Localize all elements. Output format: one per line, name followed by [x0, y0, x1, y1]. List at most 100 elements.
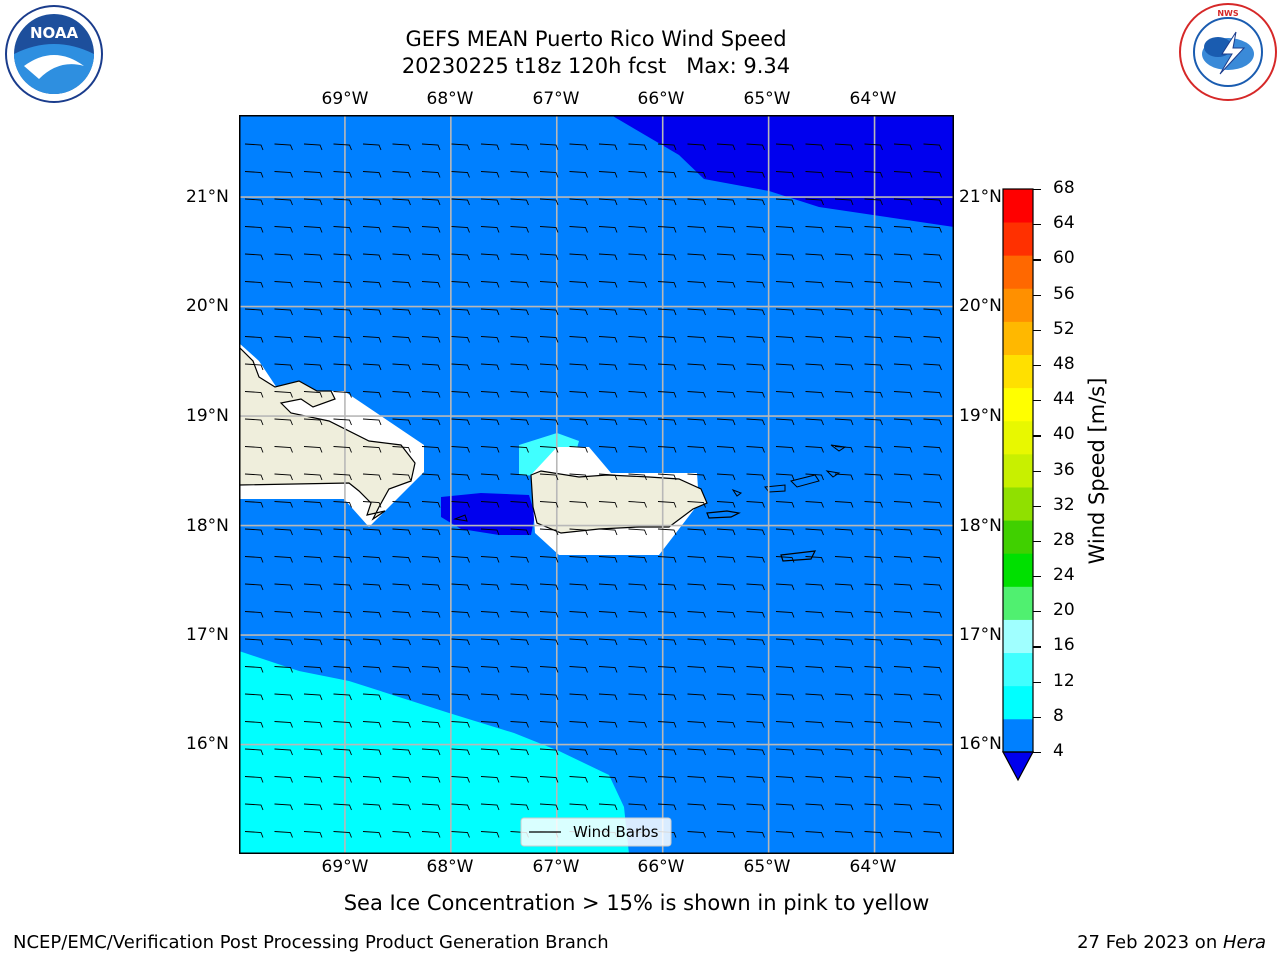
wind-barb — [303, 336, 323, 343]
lon-label-top-67: 67°W — [532, 89, 580, 109]
wind-barb — [834, 308, 854, 316]
wind-barb — [510, 336, 529, 343]
wind-barb — [598, 143, 618, 151]
wind-barb — [716, 171, 736, 178]
wind-barb — [864, 748, 883, 756]
wind-barb — [333, 226, 352, 233]
wind-barb — [274, 611, 293, 618]
wind-barb — [716, 446, 736, 453]
wind-barb — [392, 638, 411, 646]
wind-barb — [716, 611, 736, 618]
wind-barb — [480, 693, 500, 701]
wind-barb — [333, 721, 352, 728]
wind-barb — [864, 583, 883, 591]
wind-barb — [392, 803, 411, 811]
wind-barb — [893, 473, 913, 481]
land-hispaniola — [239, 346, 416, 521]
wind-barb — [716, 501, 736, 508]
wind-barb — [392, 281, 411, 288]
wind-barb — [333, 473, 352, 481]
wind-barb — [687, 721, 706, 728]
wind-barb — [805, 776, 824, 783]
wind-barb — [333, 528, 352, 536]
wind-barb — [510, 418, 529, 426]
wind-barb — [539, 583, 559, 591]
wind-barb — [893, 363, 913, 371]
wind-barb — [274, 391, 293, 398]
wind-barb — [362, 831, 382, 838]
wind-barb — [421, 446, 441, 453]
wind-barb — [480, 583, 500, 591]
wind-barb — [716, 748, 736, 756]
wind-barb — [923, 611, 942, 618]
wind-barb — [303, 473, 323, 481]
wind-barb — [746, 281, 765, 288]
wind-barb — [746, 776, 765, 783]
wind-barb — [893, 446, 913, 453]
wind-barb — [333, 666, 352, 673]
wind-barb — [893, 803, 913, 811]
wind-barb — [864, 418, 883, 426]
wind-barb — [392, 501, 411, 508]
wind-barb — [923, 831, 942, 838]
colorbar-tick-mark — [1033, 435, 1041, 437]
wind-barb — [746, 308, 765, 316]
colorbar-tick-label: 64 — [1053, 213, 1075, 234]
wind-barb — [775, 776, 795, 783]
wind-barb — [716, 556, 736, 563]
wind-barb — [657, 556, 677, 563]
wind-barb — [569, 776, 588, 783]
wind-barb — [539, 748, 559, 756]
wind-barb — [510, 446, 529, 453]
wind-barb — [274, 143, 293, 151]
wind-barb — [746, 748, 765, 756]
wind-barb — [805, 556, 824, 563]
lat-label-right-16: 16°N — [959, 734, 1002, 754]
wind-barb — [303, 198, 323, 206]
wind-barb — [569, 171, 588, 178]
wind-barb — [893, 693, 913, 701]
wind-barb — [864, 721, 883, 728]
wind-barb — [362, 171, 382, 178]
lat-label-right-18: 18°N — [959, 516, 1002, 536]
colorbar-tick-label: 44 — [1053, 389, 1075, 410]
wind-barb — [274, 721, 293, 728]
wind-barb — [893, 308, 913, 316]
wind-barb — [303, 391, 323, 398]
wind-barb — [274, 198, 293, 206]
wind-barb — [303, 748, 323, 756]
wind-barb — [657, 198, 677, 206]
wind-barb — [805, 198, 824, 206]
wind-barb — [864, 446, 883, 453]
wind-barb — [451, 693, 470, 701]
wind-barb — [864, 336, 883, 343]
wind-barb — [569, 446, 588, 453]
wind-barb — [362, 253, 382, 261]
wind-barb — [746, 446, 765, 453]
colorbar-tick-label: 60 — [1053, 248, 1075, 269]
wind-barb — [480, 528, 500, 536]
wind-barb — [539, 336, 559, 343]
wind-barb — [362, 776, 382, 783]
colorbar-tick-label: 8 — [1053, 705, 1064, 726]
wind-barb — [775, 281, 795, 288]
wind-barb — [244, 611, 264, 618]
wind-barb — [421, 418, 441, 426]
wind-barb — [923, 803, 942, 811]
wind-barb — [864, 363, 883, 371]
wind-barb — [746, 693, 765, 701]
noaa-logo: NOAA — [5, 5, 103, 103]
wind-barb — [421, 693, 441, 701]
wind-barb — [775, 666, 795, 673]
wind-barb — [864, 171, 883, 178]
wind-barb — [775, 803, 795, 811]
colorbar-tick-label: 20 — [1053, 600, 1075, 621]
wind-barb — [628, 693, 647, 701]
wind-barb — [923, 253, 942, 261]
wind-barb — [303, 528, 323, 536]
wind-barb — [893, 776, 913, 783]
wind-barb — [628, 391, 647, 398]
wind-barb — [864, 831, 883, 838]
wind-barb — [480, 143, 500, 151]
wind-barb — [805, 143, 824, 151]
